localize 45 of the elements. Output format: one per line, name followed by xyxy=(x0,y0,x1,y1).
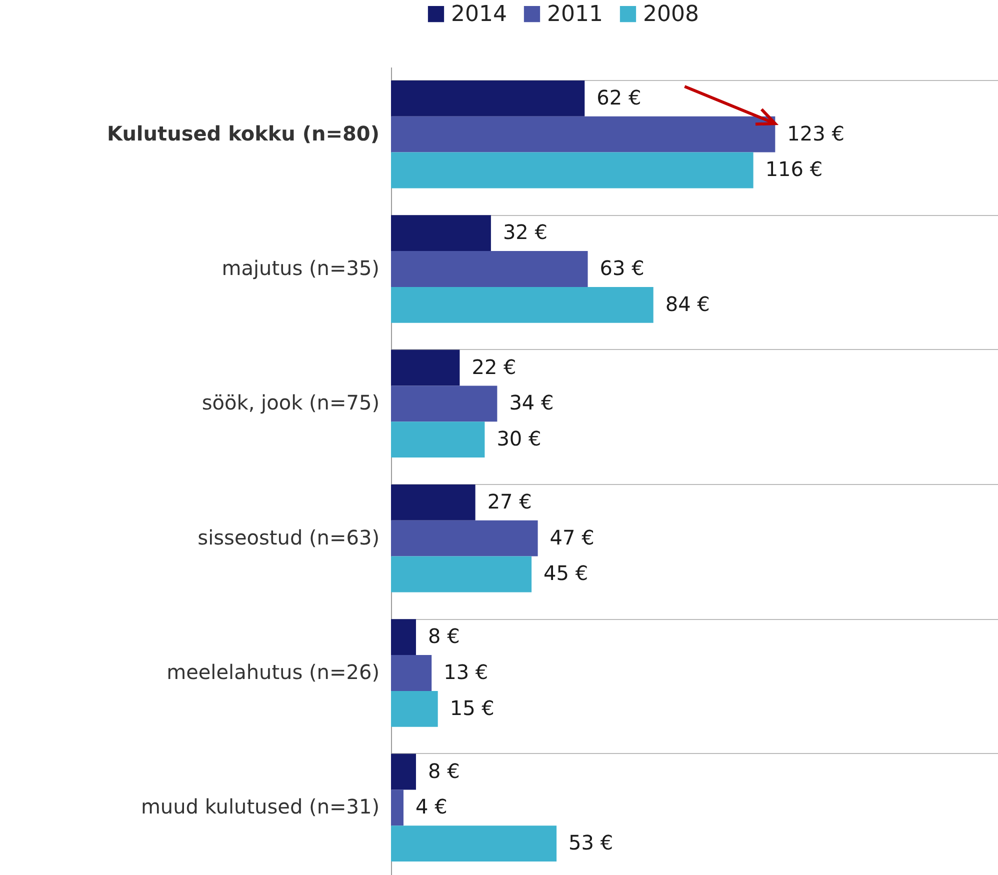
y-tick-label: söök, jook (n=75) xyxy=(202,390,380,415)
data-label: 13 € xyxy=(444,660,488,684)
bar xyxy=(391,556,532,592)
data-label: 22 € xyxy=(472,354,516,379)
data-label: 123 € xyxy=(787,121,844,146)
bar xyxy=(391,350,460,386)
bar xyxy=(391,484,476,520)
data-label: 47 € xyxy=(550,525,594,550)
bar xyxy=(391,619,416,656)
data-label: 4 € xyxy=(415,794,448,819)
data-label: 53 € xyxy=(568,830,614,855)
y-tick-label: majutus (n=35) xyxy=(222,256,380,280)
data-label: 116 € xyxy=(765,157,823,182)
bar xyxy=(391,215,491,252)
bar xyxy=(391,655,432,691)
data-label: 27 € xyxy=(487,489,532,514)
data-label: 15 € xyxy=(450,696,494,720)
bar xyxy=(391,251,588,287)
y-tick-label: muud kulutused (n=31) xyxy=(140,794,380,819)
y-tick-label: sisseostud (n=63) xyxy=(198,525,380,550)
bar xyxy=(391,286,654,323)
y-tick-label: meelelahutus (n=26) xyxy=(166,660,380,684)
legend-label: 2011 xyxy=(547,2,603,27)
bar xyxy=(391,790,404,826)
bar xyxy=(391,826,557,862)
y-tick-label: Kulutused kokku (n=80) xyxy=(107,121,380,146)
data-label: 8 € xyxy=(428,758,460,783)
legend-label: 2008 xyxy=(643,2,699,27)
data-label: 8 € xyxy=(428,624,460,648)
bar xyxy=(391,422,485,458)
legend-label: 2014 xyxy=(451,2,507,27)
data-label: 30 € xyxy=(496,426,542,451)
bar xyxy=(391,116,776,152)
data-label: 32 € xyxy=(502,220,548,244)
data-label: 84 € xyxy=(665,292,710,316)
bar xyxy=(391,152,754,188)
data-label: 34 € xyxy=(509,390,554,415)
bar xyxy=(391,520,538,556)
data-label: 63 € xyxy=(600,256,644,280)
bar xyxy=(391,690,438,727)
data-label: 45 € xyxy=(544,561,588,586)
data-label: 62 € xyxy=(596,85,642,110)
bar xyxy=(391,386,498,422)
bar xyxy=(391,754,416,790)
bar xyxy=(391,80,585,116)
